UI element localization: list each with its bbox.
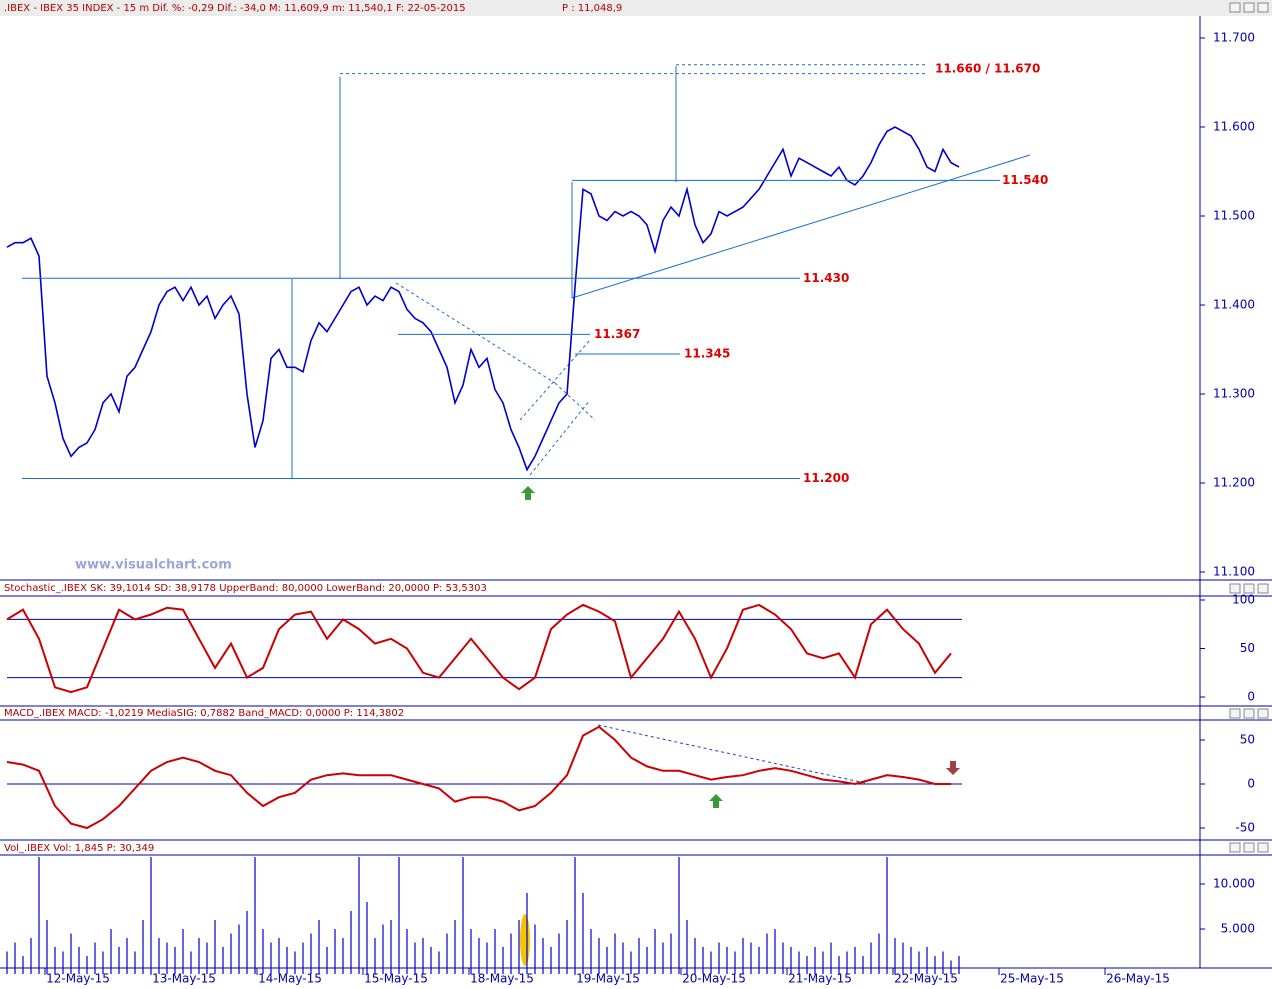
- x-tick-label: 22-May-15: [894, 972, 958, 986]
- x-tick-label: 13-May-15: [152, 972, 216, 986]
- x-tick-label: 26-May-15: [1106, 972, 1170, 986]
- panel-header: Stochastic_.IBEX SK: 39,1014 SD: 38,9178…: [4, 583, 487, 594]
- buy-arrow: [709, 794, 723, 808]
- y-tick-label: 11.400: [1213, 298, 1255, 312]
- x-tick-label: 19-May-15: [576, 972, 640, 986]
- x-tick-label: 25-May-15: [1000, 972, 1064, 986]
- y-tick-label: 11.300: [1213, 387, 1255, 401]
- y-tick-label: 11.600: [1213, 120, 1255, 134]
- x-tick-label: 18-May-15: [470, 972, 534, 986]
- y-tick-label: 10.000: [1213, 877, 1255, 891]
- panel-header: Vol_.IBEX Vol: 1,845 P: 30,349: [4, 843, 154, 854]
- x-tick-label: 14-May-15: [258, 972, 322, 986]
- y-tick-label: 5.000: [1221, 922, 1255, 936]
- window-buttons[interactable]: [1229, 2, 1269, 853]
- x-tick-label: 15-May-15: [364, 972, 428, 986]
- buy-arrow: [521, 486, 535, 500]
- series-line: [6, 126, 960, 472]
- chart-header: .IBEX - IBEX 35 INDEX - 15 m Dif. %: -0,…: [4, 3, 466, 14]
- y-tick-label: 50: [1240, 733, 1255, 747]
- y-tick-label: -50: [1235, 821, 1255, 835]
- chart-header-last: P : 11,048,9: [562, 3, 622, 14]
- level-label: 11.540: [1002, 173, 1048, 187]
- watermark: www.visualchart.com: [75, 558, 232, 573]
- x-tick-label: 20-May-15: [682, 972, 746, 986]
- level-label: 11.200: [803, 471, 849, 485]
- level-label: 11.367: [594, 327, 640, 341]
- y-tick-label: 11.700: [1213, 31, 1255, 45]
- y-tick-label: 100: [1232, 593, 1255, 607]
- y-tick-label: 11.200: [1213, 476, 1255, 490]
- macd-divergence: [597, 724, 866, 784]
- series-line: [6, 603, 952, 694]
- trendlines: [291, 66, 1031, 478]
- y-tick-label: 0: [1247, 777, 1255, 791]
- x-tick-label: 12-May-15: [46, 972, 110, 986]
- y-tick-label: 11.500: [1213, 209, 1255, 223]
- sell-arrow: [946, 761, 960, 775]
- y-tick-label: 0: [1247, 690, 1255, 704]
- plot: 11.100 11.200 11.300 11.400 11.500 11.600 11.7…: [6, 31, 1255, 986]
- header-bar: [0, 0, 1272, 16]
- x-tick-label: 21-May-15: [788, 972, 852, 986]
- panel-borders: [0, 579, 1272, 969]
- level-label: 11.345: [684, 346, 730, 360]
- level-label: 11.430: [803, 271, 849, 285]
- volume-highlight: [520, 914, 530, 966]
- y-tick-label: 11.100: [1213, 565, 1255, 579]
- panel-header: MACD_.IBEX MACD: -1,0219 MediaSIG: 0,788…: [4, 708, 404, 719]
- series-line: [6, 725, 951, 830]
- y-tick-label: 50: [1240, 641, 1255, 655]
- level-label: 11.660 / 11.670: [935, 62, 1040, 76]
